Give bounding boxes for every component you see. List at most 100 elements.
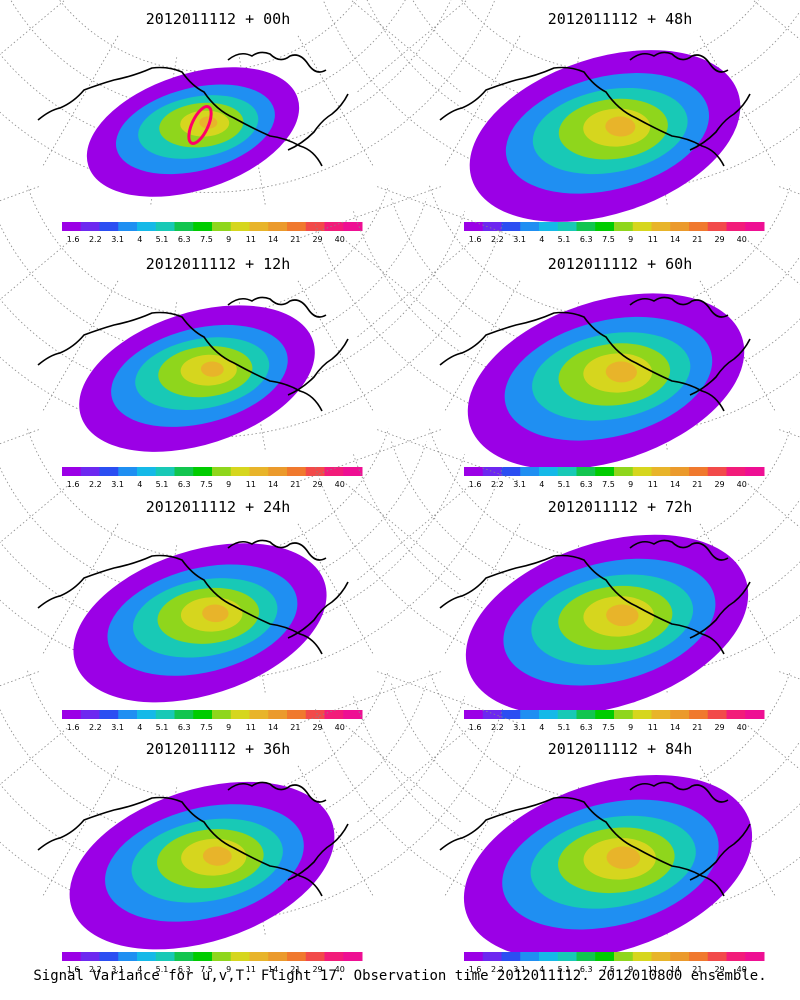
colorbar-label: 9 xyxy=(628,480,633,489)
colorbar-label: 40 xyxy=(737,480,747,489)
colorbar-swatch xyxy=(155,222,175,231)
colorbar-label: 2.2 xyxy=(89,965,102,974)
colorbar-swatch xyxy=(595,952,615,961)
colorbar-label: 40 xyxy=(737,965,747,974)
colorbar: 1.6 2.2 3.1 4 5.1 6.3 7.5 9 11 14 21 29 40 xyxy=(62,222,363,244)
colorbar-swatch xyxy=(595,222,615,231)
colorbar-label: 11 xyxy=(648,723,658,732)
colorbar-swatch xyxy=(632,710,652,719)
colorbar-label: 21 xyxy=(290,480,300,489)
colorbar-label: 29 xyxy=(312,235,322,244)
variance-field xyxy=(86,67,300,197)
colorbar-label: 11 xyxy=(648,235,658,244)
colorbar-label: 11 xyxy=(246,965,256,974)
colorbar-label: 21 xyxy=(290,723,300,732)
colorbar-swatch xyxy=(324,710,344,719)
colorbar-label: 3.1 xyxy=(513,480,526,489)
colorbar-swatch xyxy=(689,467,709,476)
colorbar-label: 29 xyxy=(312,723,322,732)
colorbar-label: 3.1 xyxy=(111,235,124,244)
colorbar-swatch xyxy=(557,222,577,231)
colorbar-swatch xyxy=(268,952,288,961)
colorbar-swatch xyxy=(651,467,671,476)
colorbar-swatch xyxy=(745,222,765,231)
coastline xyxy=(439,51,751,167)
colorbar-label: 11 xyxy=(246,235,256,244)
colorbar-swatch xyxy=(576,222,596,231)
colorbar-label: 9 xyxy=(628,965,633,974)
colorbar-label: 5.1 xyxy=(156,235,169,244)
colorbar-swatch xyxy=(287,467,307,476)
colorbar-label: 1.6 xyxy=(469,965,482,974)
colorbar-label: 7.5 xyxy=(602,723,615,732)
panel-title: 2012011112 + 24h xyxy=(146,498,291,516)
colorbar-swatch xyxy=(745,710,765,719)
colorbar-swatch xyxy=(464,222,484,231)
colorbar-label: 1.6 xyxy=(67,235,80,244)
colorbar-label: 40 xyxy=(737,723,747,732)
colorbar-label: 4 xyxy=(137,965,142,974)
map-panel: 2012011112 + 36h 1.6 2.2 3.1 4 5.1 6.3 7.5 9 11 14… xyxy=(0,670,519,974)
colorbar-swatch xyxy=(539,467,559,476)
colorbar-swatch xyxy=(482,952,502,961)
colorbar-swatch xyxy=(99,467,119,476)
colorbar-label: 4 xyxy=(539,723,544,732)
colorbar-swatch xyxy=(193,222,213,231)
colorbar-label: 6.3 xyxy=(178,965,191,974)
colorbar-label: 14 xyxy=(670,235,680,244)
colorbar-label: 1.6 xyxy=(469,235,482,244)
colorbar-label: 4 xyxy=(539,480,544,489)
colorbar-label: 6.3 xyxy=(580,480,593,489)
colorbar: 1.6 2.2 3.1 4 5.1 6.3 7.5 9 11 14 21 29 40 xyxy=(62,952,363,974)
colorbar-label: 4 xyxy=(539,235,544,244)
map-panel: 2012011112 + 00h 1.6 2.2 3.1 4 5.1 6.3 7.5 9 11 14… xyxy=(0,0,496,244)
colorbar-swatch xyxy=(62,952,82,961)
colorbar-label: 3.1 xyxy=(513,965,526,974)
colorbar-label: 7.5 xyxy=(602,480,615,489)
panel-title: 2012011112 + 84h xyxy=(548,740,693,758)
map-panel: 2012011112 + 84h 1.6 2.2 3.1 4 5.1 6.3 7.5 9 11 14… xyxy=(299,670,800,974)
colorbar-label: 5.1 xyxy=(558,965,571,974)
colorbar-label: 9 xyxy=(226,965,231,974)
colorbar-label: 14 xyxy=(670,723,680,732)
colorbar-swatch xyxy=(745,467,765,476)
colorbar-label: 14 xyxy=(268,235,278,244)
colorbar-swatch xyxy=(343,467,363,476)
map-panel: 2012011112 + 72h 1.6 2.2 3.1 4 5.1 6.3 7.5 9 11 14… xyxy=(299,428,800,732)
colorbar-label: 9 xyxy=(628,235,633,244)
colorbar-swatch xyxy=(99,952,119,961)
colorbar-swatch xyxy=(726,467,746,476)
colorbar-label: 40 xyxy=(335,480,345,489)
colorbar: 1.6 2.2 3.1 4 5.1 6.3 7.5 9 11 14 21 29 40 xyxy=(464,467,765,489)
colorbar-swatch xyxy=(155,710,175,719)
colorbar-label: 11 xyxy=(246,480,256,489)
variance-field xyxy=(467,293,745,470)
colorbar-swatch xyxy=(614,710,634,719)
colorbar-label: 1.6 xyxy=(469,723,482,732)
colorbar-label: 3.1 xyxy=(513,235,526,244)
colorbar-swatch xyxy=(249,467,269,476)
colorbar-swatch xyxy=(557,952,577,961)
colorbar-swatch xyxy=(249,222,269,231)
colorbar-label: 5.1 xyxy=(156,723,169,732)
colorbar-swatch xyxy=(287,710,307,719)
colorbar-swatch xyxy=(137,467,157,476)
colorbar-swatch xyxy=(632,222,652,231)
colorbar-swatch xyxy=(287,952,307,961)
variance-field xyxy=(465,534,749,715)
colorbar-swatch xyxy=(726,222,746,231)
colorbar-swatch xyxy=(230,952,250,961)
colorbar-swatch xyxy=(689,222,709,231)
colorbar-label: 11 xyxy=(648,480,658,489)
colorbar-label: 7.5 xyxy=(200,480,213,489)
variance-field xyxy=(73,543,327,703)
colorbar-swatch xyxy=(249,952,269,961)
colorbar-swatch xyxy=(539,222,559,231)
colorbar-label: 2.2 xyxy=(89,480,102,489)
colorbar-label: 2.2 xyxy=(491,965,504,974)
colorbar-swatch xyxy=(212,952,232,961)
colorbar: 1.6 2.2 3.1 4 5.1 6.3 7.5 9 11 14 21 29 40 xyxy=(464,952,765,974)
colorbar-swatch xyxy=(501,710,521,719)
colorbar-swatch xyxy=(230,710,250,719)
colorbar-swatch xyxy=(670,222,690,231)
